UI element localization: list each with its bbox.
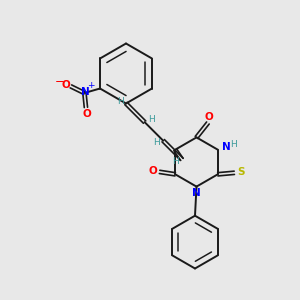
Text: H: H <box>153 138 160 147</box>
Text: O: O <box>61 80 70 90</box>
Text: N: N <box>222 142 231 152</box>
Text: O: O <box>205 112 214 122</box>
Text: H: H <box>230 140 237 149</box>
Text: N: N <box>192 188 201 198</box>
Text: −: − <box>55 75 64 88</box>
Text: H: H <box>172 157 178 166</box>
Text: O: O <box>148 166 158 176</box>
Text: H: H <box>148 115 154 124</box>
Text: N: N <box>81 86 90 97</box>
Text: +: + <box>87 81 95 90</box>
Text: H: H <box>117 98 123 106</box>
Text: O: O <box>82 109 91 119</box>
Text: S: S <box>237 167 245 177</box>
